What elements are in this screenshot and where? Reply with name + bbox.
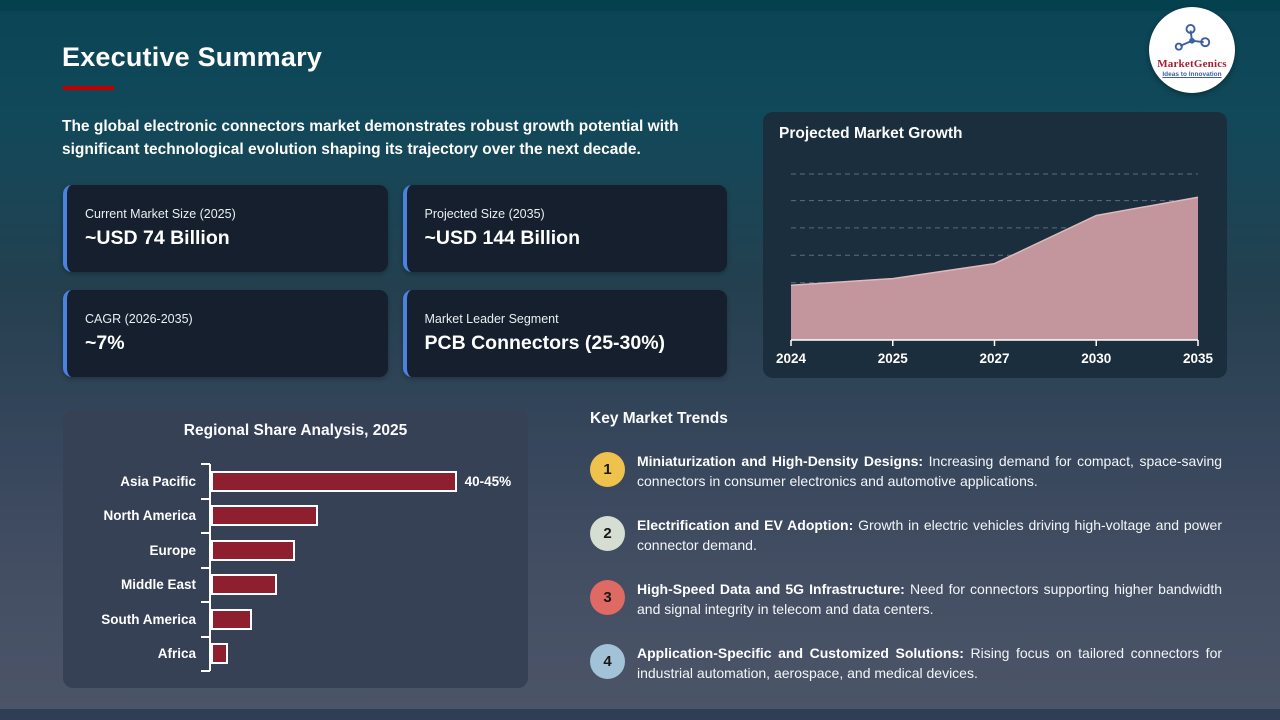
bar <box>211 539 295 561</box>
trend-text: Application-Specific and Customized Solu… <box>637 645 1223 681</box>
logo-tagline: Ideas to Innovation <box>1162 70 1222 78</box>
bar-category-label: North America <box>103 508 196 524</box>
bar-row: Africa <box>73 636 518 671</box>
stat-card-cagr: CAGR (2026-2035) ~7% <box>63 290 388 377</box>
network-nodes-icon <box>1174 23 1211 51</box>
stat-value: ~USD 144 Billion <box>424 227 581 249</box>
projected-market-growth-panel: Projected Market Growth 2024 2025 2027 2030… <box>763 112 1227 378</box>
trend-number-badge: 3 <box>590 580 625 615</box>
bar-value-label: 40-45% <box>464 473 512 489</box>
stat-label: CAGR (2026-2035) <box>85 312 193 326</box>
bar <box>211 608 252 630</box>
bar-row: Middle East <box>73 567 518 602</box>
stat-value: PCB Connectors (25-30%) <box>424 332 666 354</box>
intro-paragraph: The global electronic connectors market … <box>62 118 679 159</box>
area-series <box>791 197 1198 340</box>
bar-track: 40-45% <box>209 464 518 499</box>
marketgenics-logo: MarketGenics Ideas to Innovation <box>1149 7 1235 93</box>
bar-category-label: Africa <box>157 646 196 662</box>
trend-item-3: 3 High-Speed Data and 5G Infrastructure:… <box>590 580 1222 620</box>
bar-row: Europe <box>73 533 518 568</box>
stat-card-leader-segment: Market Leader Segment PCB Connectors (25… <box>402 290 727 377</box>
bar-track <box>209 636 518 671</box>
regional-bar-chart: Asia Pacific 40-45% North America Europe Mid… <box>73 463 518 672</box>
stat-card-projected-size: Projected Size (2035) ~USD 144 Billion <box>402 185 727 272</box>
bar-track <box>209 602 518 637</box>
regional-chart-title: Regional Share Analysis, 2025 <box>183 422 408 439</box>
trend-item-1: 1 Miniaturization and High-Density Desig… <box>590 452 1222 492</box>
stat-label: Current Market Size (2025) <box>85 207 236 221</box>
regional-share-panel: Regional Share Analysis, 2025 Asia Pacif… <box>63 410 528 688</box>
axis-tick <box>201 566 210 569</box>
axis-tick <box>201 601 210 603</box>
bar-category-label: South America <box>101 611 196 627</box>
x-tick-label: 2025 <box>878 351 909 366</box>
trend-number-badge: 2 <box>590 516 625 551</box>
bar <box>211 470 457 492</box>
trend-text: High-Speed Data and 5G Infrastructure: N… <box>637 581 1222 617</box>
axis-tick <box>201 670 210 672</box>
trend-number-badge: 4 <box>590 644 625 679</box>
x-tick-label: 2030 <box>1081 351 1111 366</box>
logo-name: MarketGenics <box>1157 57 1227 70</box>
bar <box>211 574 278 596</box>
x-tick-label: 2027 <box>979 351 1009 366</box>
trend-text: Miniaturization and High-Density Designs… <box>637 453 1223 489</box>
area-top-line <box>790 196 1199 286</box>
top-border-strip <box>0 0 1280 11</box>
trend-text: Electrification and EV Adoption: Growth … <box>637 517 1222 553</box>
stat-value: ~7% <box>85 332 125 354</box>
x-tick-label: 2035 <box>1183 351 1214 366</box>
page-title: Executive Summary <box>62 42 323 72</box>
trend-item-2: 2 Electrification and EV Adoption: Growt… <box>590 516 1222 556</box>
trend-item-4: 4 Application-Specific and Customized So… <box>590 644 1222 684</box>
bar-category-label: Middle East <box>120 577 196 593</box>
bar-row: North America <box>73 498 518 533</box>
bar-category-label: Europe <box>149 542 196 558</box>
trend-number-badge: 1 <box>590 452 625 487</box>
key-market-trends: Key Market Trends 1 Miniaturization and … <box>590 410 1222 684</box>
bar <box>211 643 229 665</box>
axis-tick <box>201 463 210 465</box>
bottom-border-strip <box>0 709 1280 720</box>
stat-card-current-size: Current Market Size (2025) ~USD 74 Billi… <box>63 185 388 272</box>
bar-row: South America <box>73 602 518 637</box>
axis-tick <box>201 497 210 500</box>
stat-label: Projected Size (2035) <box>424 207 545 221</box>
bar-track <box>209 498 518 533</box>
axis-tick <box>201 532 210 534</box>
growth-chart-title: Projected Market Growth <box>779 125 963 142</box>
title-underline <box>63 86 114 90</box>
bar <box>211 505 318 527</box>
growth-area-chart: 2024 2025 2027 2030 2035 <box>776 173 1214 366</box>
stats-grid: Current Market Size (2025) ~USD 74 Billi… <box>63 185 727 377</box>
bar-row: Asia Pacific 40-45% <box>73 464 518 499</box>
stat-value: ~USD 74 Billion <box>85 227 230 249</box>
bar-track <box>209 567 518 602</box>
axis-tick <box>201 635 210 638</box>
trends-heading: Key Market Trends <box>590 410 728 427</box>
bar-category-label: Asia Pacific <box>120 473 196 489</box>
x-tick-label: 2024 <box>776 351 807 366</box>
bar-track <box>209 533 518 568</box>
stat-label: Market Leader Segment <box>424 312 559 326</box>
